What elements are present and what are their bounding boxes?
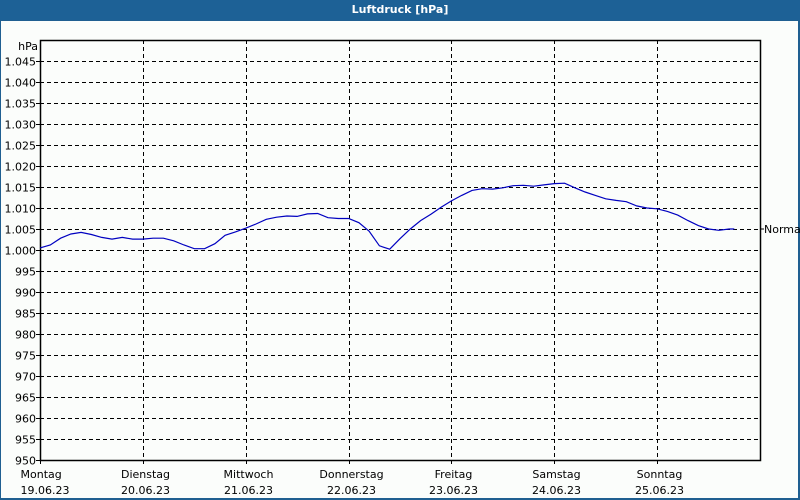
x-tick-day: Donnerstag [319,468,383,481]
y-tick-label: 965 [15,392,36,405]
y-tick-label: 1.035 [5,98,37,111]
y-tick-label: 955 [15,434,36,447]
y-tick-label: 1.015 [5,182,37,195]
y-tick-label: 970 [15,371,36,384]
x-tick-day: Mittwoch [224,468,274,481]
x-tick-date: 20.06.23 [121,484,170,497]
y-tick-label: 1.010 [5,203,37,216]
y-tick-label: 990 [15,287,36,300]
y-tick-label: 1.000 [5,245,37,258]
x-tick-date: 23.06.23 [429,484,478,497]
y-tick-label: 1.030 [5,119,37,132]
y-tick-label: 995 [15,266,36,279]
y-tick-label: 975 [15,350,36,363]
x-tick-date: 19.06.23 [21,484,70,497]
plot-frame [39,39,762,462]
x-tick-day: Montag [21,468,62,481]
y-tick-label: 985 [15,308,36,321]
y-axis-unit: hPa [18,40,38,53]
x-tick-day: Freitag [435,468,473,481]
y-tick-label: 980 [15,329,36,342]
y-tick-label: 960 [15,413,36,426]
pressure-line [39,182,735,250]
x-tick-date: 22.06.23 [327,484,376,497]
y-tick-label: 1.020 [5,161,37,174]
x-tick-day: Sonntag [637,468,683,481]
y-tick-label: 1.040 [5,77,37,90]
y-tick-label: 1.005 [5,224,37,237]
x-tick-date: 21.06.23 [224,484,273,497]
x-tick-day: Samstag [532,468,580,481]
y-tick-label: 1.025 [5,140,37,153]
x-tick-date: 25.06.23 [635,484,684,497]
x-tick-date: 24.06.23 [532,484,581,497]
window-title: Luftdruck [hPa] [0,0,800,20]
y-tick-label: 1.045 [5,56,37,69]
x-tick-day: Dienstag [121,468,170,481]
normal-label: Normal [764,223,800,236]
y-tick-label: 950 [15,455,36,468]
